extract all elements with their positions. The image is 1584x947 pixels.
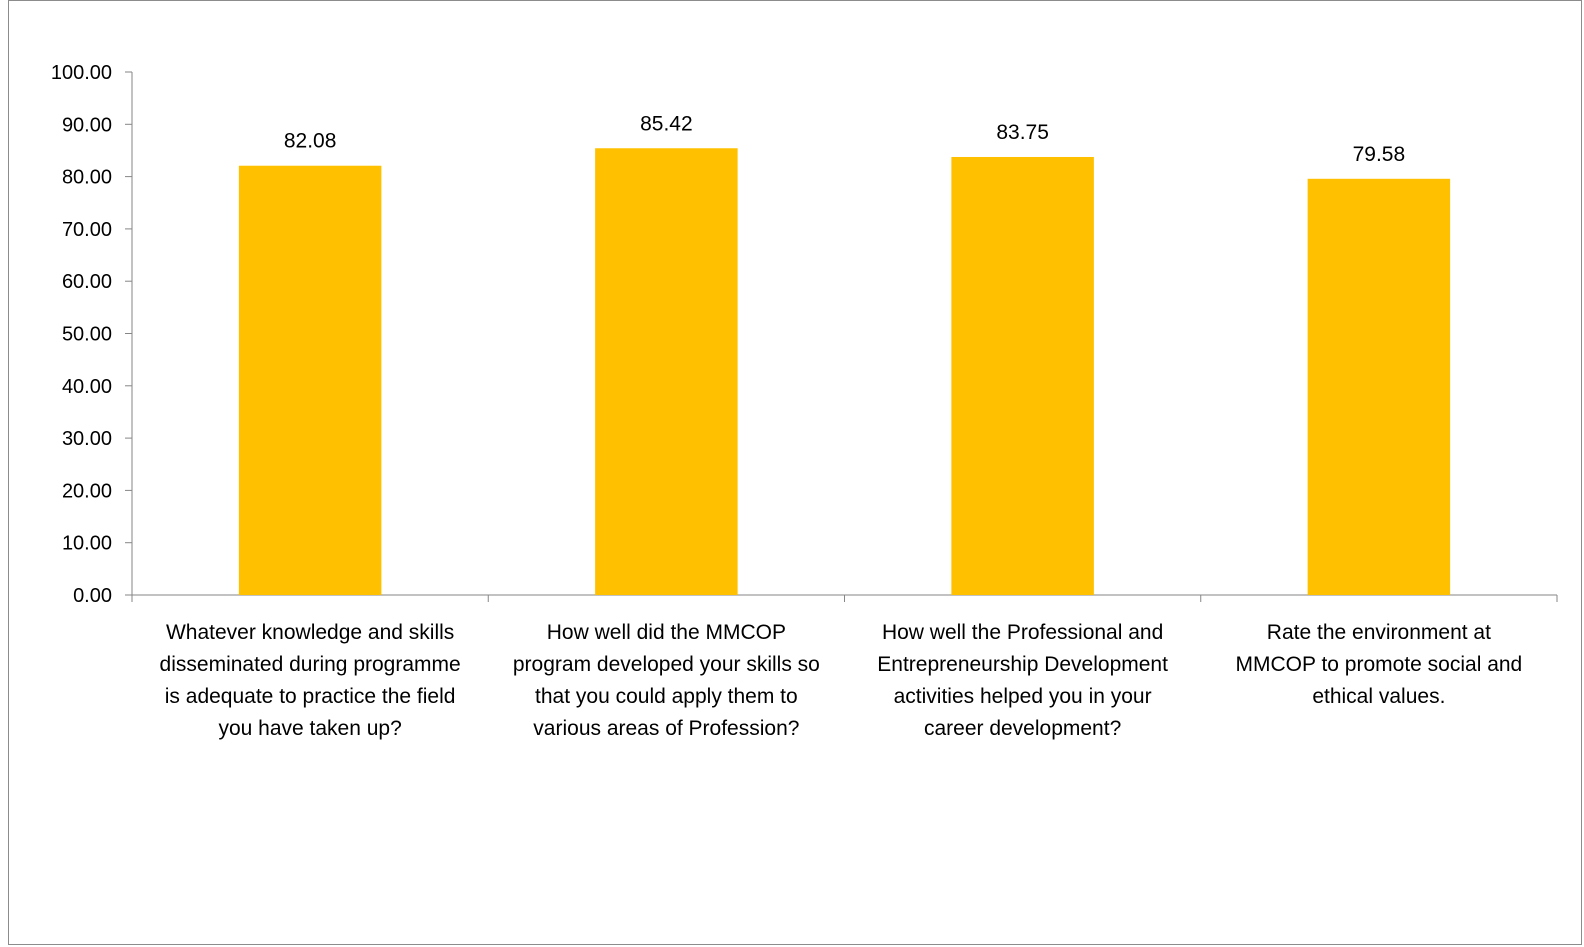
bar	[238, 165, 382, 595]
data-label: 85.42	[640, 112, 693, 135]
x-category-label: Rate the environment at	[1267, 621, 1491, 644]
data-label: 79.58	[1353, 143, 1406, 166]
x-category-label: you have taken up?	[218, 717, 401, 740]
y-tick-label: 20.00	[62, 480, 112, 502]
y-tick-label: 50.00	[62, 324, 112, 346]
y-tick-label: 60.00	[62, 271, 112, 293]
x-category-label: various areas of Profession?	[533, 717, 799, 740]
x-category-label: disseminated during programme	[160, 653, 461, 676]
bar	[951, 156, 1094, 596]
y-tick-label: 90.00	[62, 114, 112, 136]
y-tick-label: 0.00	[73, 585, 112, 607]
x-category-label: is adequate to practice the field	[165, 685, 456, 708]
y-tick-label: 80.00	[62, 167, 112, 189]
x-category-label: Whatever knowledge and skills	[166, 621, 454, 644]
y-tick-label: 70.00	[62, 219, 112, 241]
y-tick-label: 10.00	[62, 533, 112, 555]
x-category-label: activities helped you in your	[894, 685, 1152, 708]
data-label: 83.75	[996, 121, 1049, 144]
x-category-label: MMCOP to promote social and	[1236, 653, 1523, 676]
y-tick-label: 100.00	[51, 62, 112, 84]
y-tick-label: 30.00	[62, 428, 112, 450]
x-category-label: program developed your skills so	[513, 653, 820, 676]
x-category-label: Entrepreneurship Development	[877, 653, 1168, 676]
bar	[595, 148, 738, 595]
x-category-label: How well did the MMCOP	[547, 621, 786, 644]
data-label: 82.08	[284, 130, 337, 153]
x-category-label: that you could apply them to	[535, 685, 798, 708]
x-category-label: ethical values.	[1312, 685, 1445, 708]
x-category-label: How well the Professional and	[882, 621, 1163, 644]
bar	[1307, 178, 1451, 595]
x-category-label: career development?	[924, 717, 1121, 740]
y-tick-label: 40.00	[62, 376, 112, 398]
